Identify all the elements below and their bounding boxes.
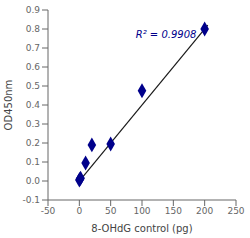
svg-text:0.8: 0.8	[26, 24, 41, 34]
svg-text:0.9: 0.9	[26, 5, 41, 15]
svg-text:OD450nm: OD450nm	[8, 80, 14, 131]
svg-text:0.0: 0.0	[26, 176, 41, 186]
svg-text:200: 200	[196, 206, 213, 216]
svg-text:250: 250	[227, 206, 242, 216]
svg-text:8-OHdG control (pg): 8-OHdG control (pg)	[91, 223, 192, 234]
svg-text:0.7: 0.7	[26, 43, 40, 53]
svg-text:-0.1: -0.1	[22, 195, 40, 205]
svg-text:0.1: 0.1	[26, 157, 40, 167]
svg-text:0.6: 0.6	[26, 62, 41, 72]
svg-text:0: 0	[76, 206, 82, 216]
svg-text:0.5: 0.5	[26, 81, 40, 91]
svg-text:0.2: 0.2	[26, 138, 40, 148]
svg-text:100: 100	[133, 206, 150, 216]
svg-text:0.4: 0.4	[26, 100, 41, 110]
svg-text:0.3: 0.3	[26, 119, 40, 129]
svg-text:-50: -50	[41, 206, 56, 216]
svg-text:50: 50	[105, 206, 117, 216]
svg-text:150: 150	[165, 206, 182, 216]
svg-text:R² = 0.9908: R² = 0.9908	[136, 29, 197, 40]
